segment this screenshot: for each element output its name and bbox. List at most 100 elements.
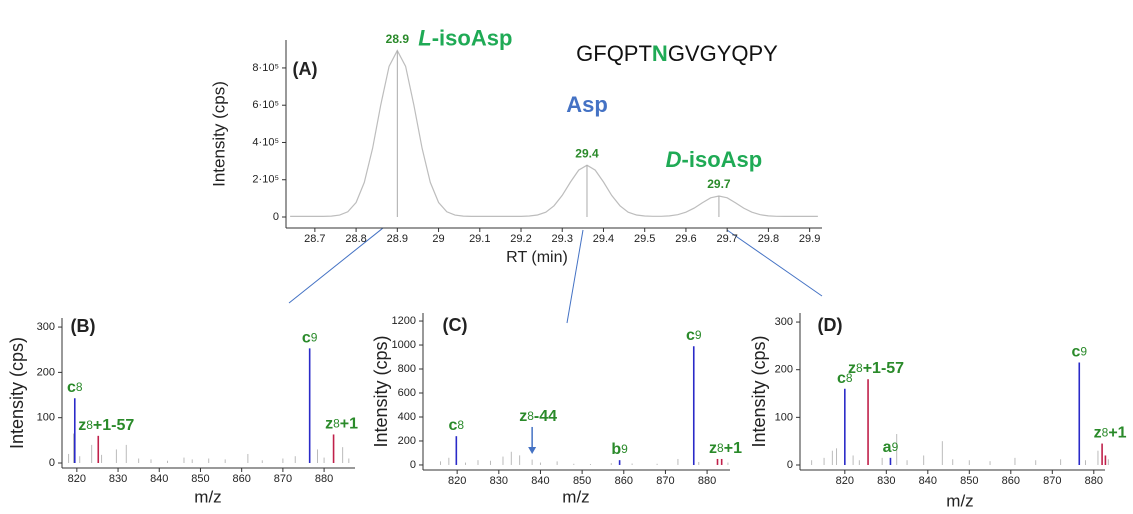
ion-label-part: a xyxy=(883,439,892,456)
x-tick-label: 860 xyxy=(232,473,250,485)
x-tick-label: 840 xyxy=(919,475,937,487)
ion-label-part: b xyxy=(611,441,621,458)
x-tick-label: 28.8 xyxy=(345,233,366,245)
x-tick-label: 870 xyxy=(274,473,292,485)
y-tick-label: 100 xyxy=(37,412,55,424)
sequence-part: N xyxy=(652,41,668,66)
chromatogram xyxy=(290,49,818,217)
ion-label: c8 xyxy=(449,417,465,434)
peak-name: L-isoAsp xyxy=(418,25,512,50)
peak-name: D-isoAsp xyxy=(666,147,763,172)
peak-name-prefix: D xyxy=(666,147,682,172)
ion-label-part: 8 xyxy=(76,380,83,394)
ion-label-part: +1 xyxy=(724,440,742,457)
sequence: GFQPTNGVGYQPY xyxy=(576,41,778,66)
connector xyxy=(288,227,384,304)
x-tick-label: 820 xyxy=(836,475,854,487)
peak-name-text: -isoAsp xyxy=(682,147,763,172)
y-tick-label: 600 xyxy=(398,387,416,399)
x-tick-label: 28.9 xyxy=(387,233,408,245)
y-tick-label: 200 xyxy=(398,435,416,447)
ion-label-part: z xyxy=(848,360,856,377)
ion-label: c9 xyxy=(686,327,702,344)
y-tick-label: 200 xyxy=(775,364,793,376)
ion-label: b9 xyxy=(611,441,628,458)
ion-label-part: 9 xyxy=(695,328,702,342)
ion-label-part: c xyxy=(686,327,695,344)
x-tick-label: 840 xyxy=(150,473,168,485)
ion-label: c8 xyxy=(67,379,83,396)
ion-label-part: c xyxy=(1071,344,1080,361)
peak-rt-label: 29.7 xyxy=(707,177,731,191)
panel-label: (A) xyxy=(293,59,318,79)
ion-label-part: 8 xyxy=(457,418,464,432)
y-tick-label: 300 xyxy=(37,321,55,333)
peak-rt-label: 28.9 xyxy=(386,32,410,46)
ion-label-part: 8 xyxy=(333,417,340,431)
ion-label-part: 8 xyxy=(717,441,724,455)
ion-label: z8+1-57 xyxy=(848,360,904,377)
ion-label-part: z xyxy=(1094,425,1102,442)
y-tick-label: 0 xyxy=(410,459,416,471)
annotation-label: z8-44 xyxy=(519,408,557,425)
x-tick-label: 29.8 xyxy=(758,233,779,245)
ion-label-part: 8 xyxy=(856,361,863,375)
ion-label: z8+1 xyxy=(1094,425,1127,442)
ion-label: a9 xyxy=(883,439,899,456)
x-tick-label: 29.9 xyxy=(799,233,820,245)
ion-label-part: +1-57 xyxy=(863,360,904,377)
ion-label-part: 8 xyxy=(86,418,93,432)
x-tick-label: 880 xyxy=(315,473,333,485)
ion-label: z8+1-57 xyxy=(78,417,134,434)
ion-label-part: z xyxy=(709,440,717,457)
x-tick-label: 850 xyxy=(573,475,591,487)
x-axis-label: m/z xyxy=(194,487,221,506)
y-tick-label: 300 xyxy=(775,316,793,328)
ion-label-part: -44 xyxy=(534,408,557,425)
x-axis-label: RT (min) xyxy=(506,249,568,266)
peak-name: Asp xyxy=(566,92,608,117)
ion-label-part: c xyxy=(837,370,846,387)
ion-label-part: +1 xyxy=(340,416,358,433)
peak-name-text: -isoAsp xyxy=(432,25,513,50)
ion-label-part: 8 xyxy=(1102,426,1109,440)
y-tick-label: 8·10⁵ xyxy=(252,62,279,74)
annotation-arrowhead xyxy=(528,446,537,454)
y-tick-label: 4·10⁵ xyxy=(252,136,279,148)
ion-label-part: 9 xyxy=(1080,345,1087,359)
panel-label: (B) xyxy=(71,316,96,336)
x-tick-label: 850 xyxy=(191,473,209,485)
sequence-part: GVGYQPY xyxy=(668,41,778,66)
x-tick-label: 820 xyxy=(68,473,86,485)
panel-label: (C) xyxy=(443,315,468,335)
ion-label: c9 xyxy=(1071,344,1087,361)
x-tick-label: 830 xyxy=(877,475,895,487)
y-axis-label: Intensity (cps) xyxy=(749,335,769,447)
y-tick-label: 0 xyxy=(273,211,279,223)
x-tick-label: 830 xyxy=(109,473,127,485)
ion-label-part: +1-57 xyxy=(93,417,134,434)
ion-label-part: z xyxy=(519,408,527,425)
ion-label: c9 xyxy=(302,330,318,347)
connector xyxy=(726,229,823,297)
ion-label: z8+1 xyxy=(325,416,358,433)
ion-label-part: z xyxy=(78,417,86,434)
x-tick-label: 840 xyxy=(531,475,549,487)
x-tick-label: 860 xyxy=(615,475,633,487)
ion-label-part: 8 xyxy=(527,409,534,423)
panel-label: (D) xyxy=(818,315,843,335)
x-tick-label: 29.4 xyxy=(593,233,614,245)
x-tick-label: 860 xyxy=(1002,475,1020,487)
y-tick-label: 1200 xyxy=(392,315,416,327)
x-tick-label: 29.7 xyxy=(716,233,737,245)
peak-name-text: Asp xyxy=(566,92,608,117)
connector xyxy=(566,229,584,324)
x-tick-label: 850 xyxy=(960,475,978,487)
sequence-part: GFQPT xyxy=(576,41,652,66)
ion-label-part: c xyxy=(67,379,76,396)
x-tick-label: 870 xyxy=(656,475,674,487)
x-tick-label: 820 xyxy=(448,475,466,487)
y-tick-label: 0 xyxy=(787,459,793,471)
x-tick-label: 870 xyxy=(1043,475,1061,487)
